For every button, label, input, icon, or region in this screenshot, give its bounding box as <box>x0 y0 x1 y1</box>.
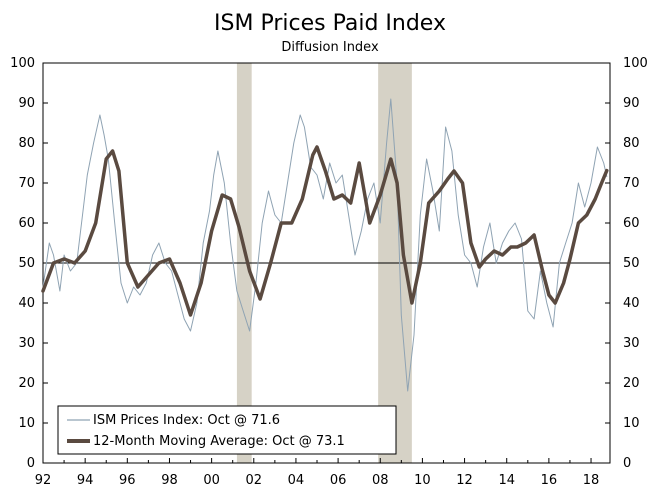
x-tick-label: 14 <box>498 473 515 488</box>
series-layer <box>41 98 609 392</box>
x-tick-label: 98 <box>161 473 178 488</box>
y-axis-right: 0 10 20 30 40 50 60 70 80 90 100 <box>605 56 648 471</box>
chart-subtitle: Diffusion Index <box>281 40 379 55</box>
x-tick-label: 04 <box>288 473 305 488</box>
x-tick-label: 10 <box>414 473 431 488</box>
legend-label-moving-average: 12-Month Moving Average: Oct @ 73.1 <box>93 434 345 449</box>
y-axis-left: 0 10 20 30 40 50 60 70 80 90 100 <box>10 56 48 471</box>
x-tick-label: 92 <box>35 473 52 488</box>
y-tick-label-right: 20 <box>623 376 640 391</box>
x-tick-label: 06 <box>330 473 347 488</box>
y-tick-label-right: 40 <box>623 296 640 311</box>
x-tick-label: 02 <box>246 473 263 488</box>
x-tick-label: 94 <box>77 473 94 488</box>
y-tick-label-left: 80 <box>18 136 35 151</box>
y-tick-label-left: 20 <box>18 376 35 391</box>
x-tick-label: 16 <box>541 473 558 488</box>
y-tick-label-right: 10 <box>623 416 640 431</box>
y-tick-label-right: 70 <box>623 176 640 191</box>
y-tick-label-right: 50 <box>623 256 640 271</box>
x-tick-label: 12 <box>456 473 473 488</box>
y-tick-label-left: 90 <box>18 96 35 111</box>
y-tick-label-right: 30 <box>623 336 640 351</box>
y-tick-label-left: 60 <box>18 216 35 231</box>
x-tick-label: 18 <box>583 473 600 488</box>
x-axis: 92 94 96 98 00 02 04 06 08 10 12 14 16 18 <box>35 458 600 488</box>
y-tick-label-right: 80 <box>623 136 640 151</box>
y-tick-label-right: 0 <box>623 456 631 471</box>
y-tick-label-left: 40 <box>18 296 35 311</box>
y-tick-label-left: 0 <box>27 456 35 471</box>
chart-title: ISM Prices Paid Index <box>214 11 446 36</box>
legend-label-prices-index: ISM Prices Index: Oct @ 71.6 <box>93 413 280 428</box>
y-tick-label-right: 60 <box>623 216 640 231</box>
x-tick-label: 96 <box>119 473 136 488</box>
y-tick-label-left: 70 <box>18 176 35 191</box>
x-tick-label: 08 <box>372 473 389 488</box>
series-line-moving-average <box>41 145 609 317</box>
y-tick-label-left: 10 <box>18 416 35 431</box>
y-tick-label-left: 30 <box>18 336 35 351</box>
legend-box <box>57 405 397 455</box>
y-tick-label-right: 90 <box>623 96 640 111</box>
y-tick-label-left: 100 <box>10 56 35 71</box>
series-line-prices-index <box>42 98 608 392</box>
legend: ISM Prices Index: Oct @ 71.6 12-Month Mo… <box>57 405 397 455</box>
y-tick-label-right: 100 <box>623 56 648 71</box>
x-tick-label: 00 <box>203 473 220 488</box>
y-tick-label-left: 50 <box>18 256 35 271</box>
